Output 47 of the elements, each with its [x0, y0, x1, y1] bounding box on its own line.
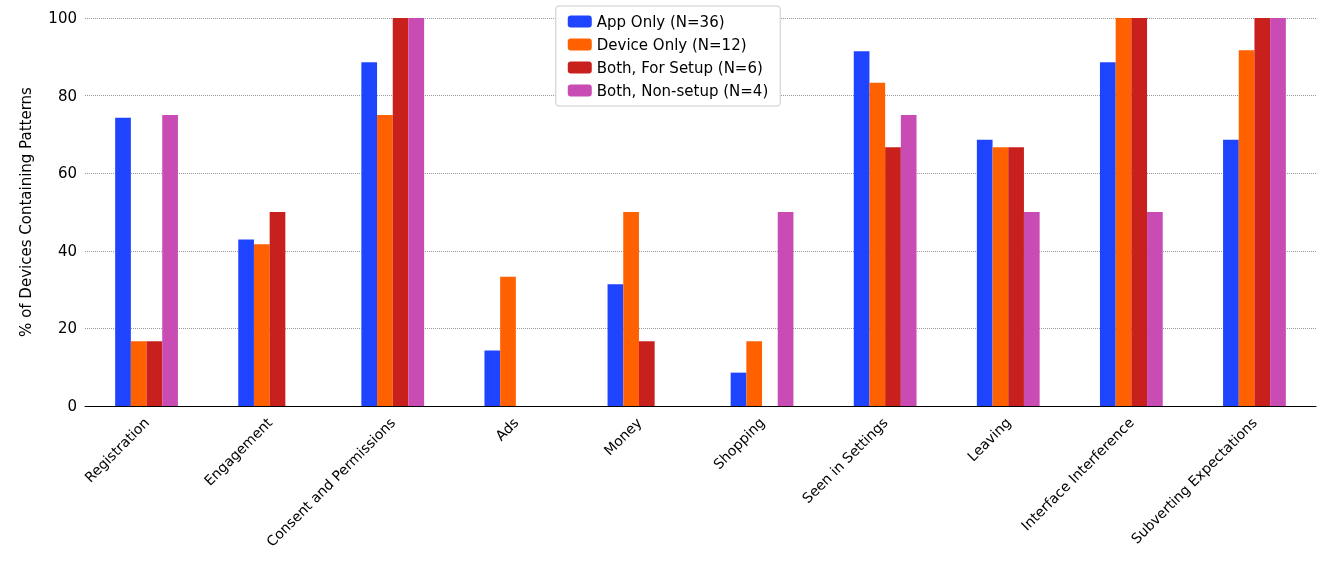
bar: [115, 117, 131, 406]
bar: [1023, 212, 1040, 406]
legend-label: App Only (N=36): [596, 12, 725, 31]
y-tick-label: 20: [57, 319, 77, 338]
bar: [1270, 18, 1286, 406]
bar: [408, 18, 425, 406]
y-tick-label: 40: [57, 241, 77, 260]
bar: [392, 18, 409, 406]
bar: [992, 147, 1009, 406]
y-axis-title: % of Devices Containing Patterns: [16, 86, 35, 337]
bar: [146, 341, 163, 406]
bar: [1238, 50, 1255, 406]
bar: [730, 372, 747, 406]
bar: [484, 350, 501, 406]
bar: [1147, 212, 1163, 406]
bar: [1008, 147, 1024, 406]
bar: [885, 147, 901, 406]
y-tick-label: 60: [57, 164, 77, 183]
bar: [377, 115, 393, 406]
x-tick-label: Ads: [492, 414, 522, 444]
bar: [269, 212, 286, 406]
bar: [900, 115, 917, 406]
y-tick-label: 0: [67, 397, 77, 415]
bar: [976, 139, 993, 406]
bar: [162, 115, 178, 406]
bar: [638, 341, 655, 406]
legend-label: Both, For Setup (N=6): [596, 58, 763, 77]
bar: [777, 212, 794, 406]
bar: [623, 212, 639, 406]
bar: [869, 82, 886, 406]
y-tick-label: 80: [57, 86, 77, 105]
bar: [130, 341, 147, 406]
bar: [253, 244, 270, 406]
bar: [1131, 18, 1148, 406]
bar: [1115, 18, 1132, 406]
bar: [853, 51, 870, 406]
bar: [746, 341, 763, 406]
legend-label: Both, Non-setup (N=4): [596, 81, 769, 100]
bar: [1254, 18, 1271, 406]
y-tick-label: 100: [48, 9, 77, 27]
legend-label: Device Only (N=12): [596, 35, 747, 54]
bar: [1223, 139, 1239, 406]
bar: [1099, 62, 1116, 406]
bar: [361, 62, 378, 406]
bar: [500, 276, 516, 406]
bar: [238, 239, 254, 406]
bar: [607, 284, 624, 406]
